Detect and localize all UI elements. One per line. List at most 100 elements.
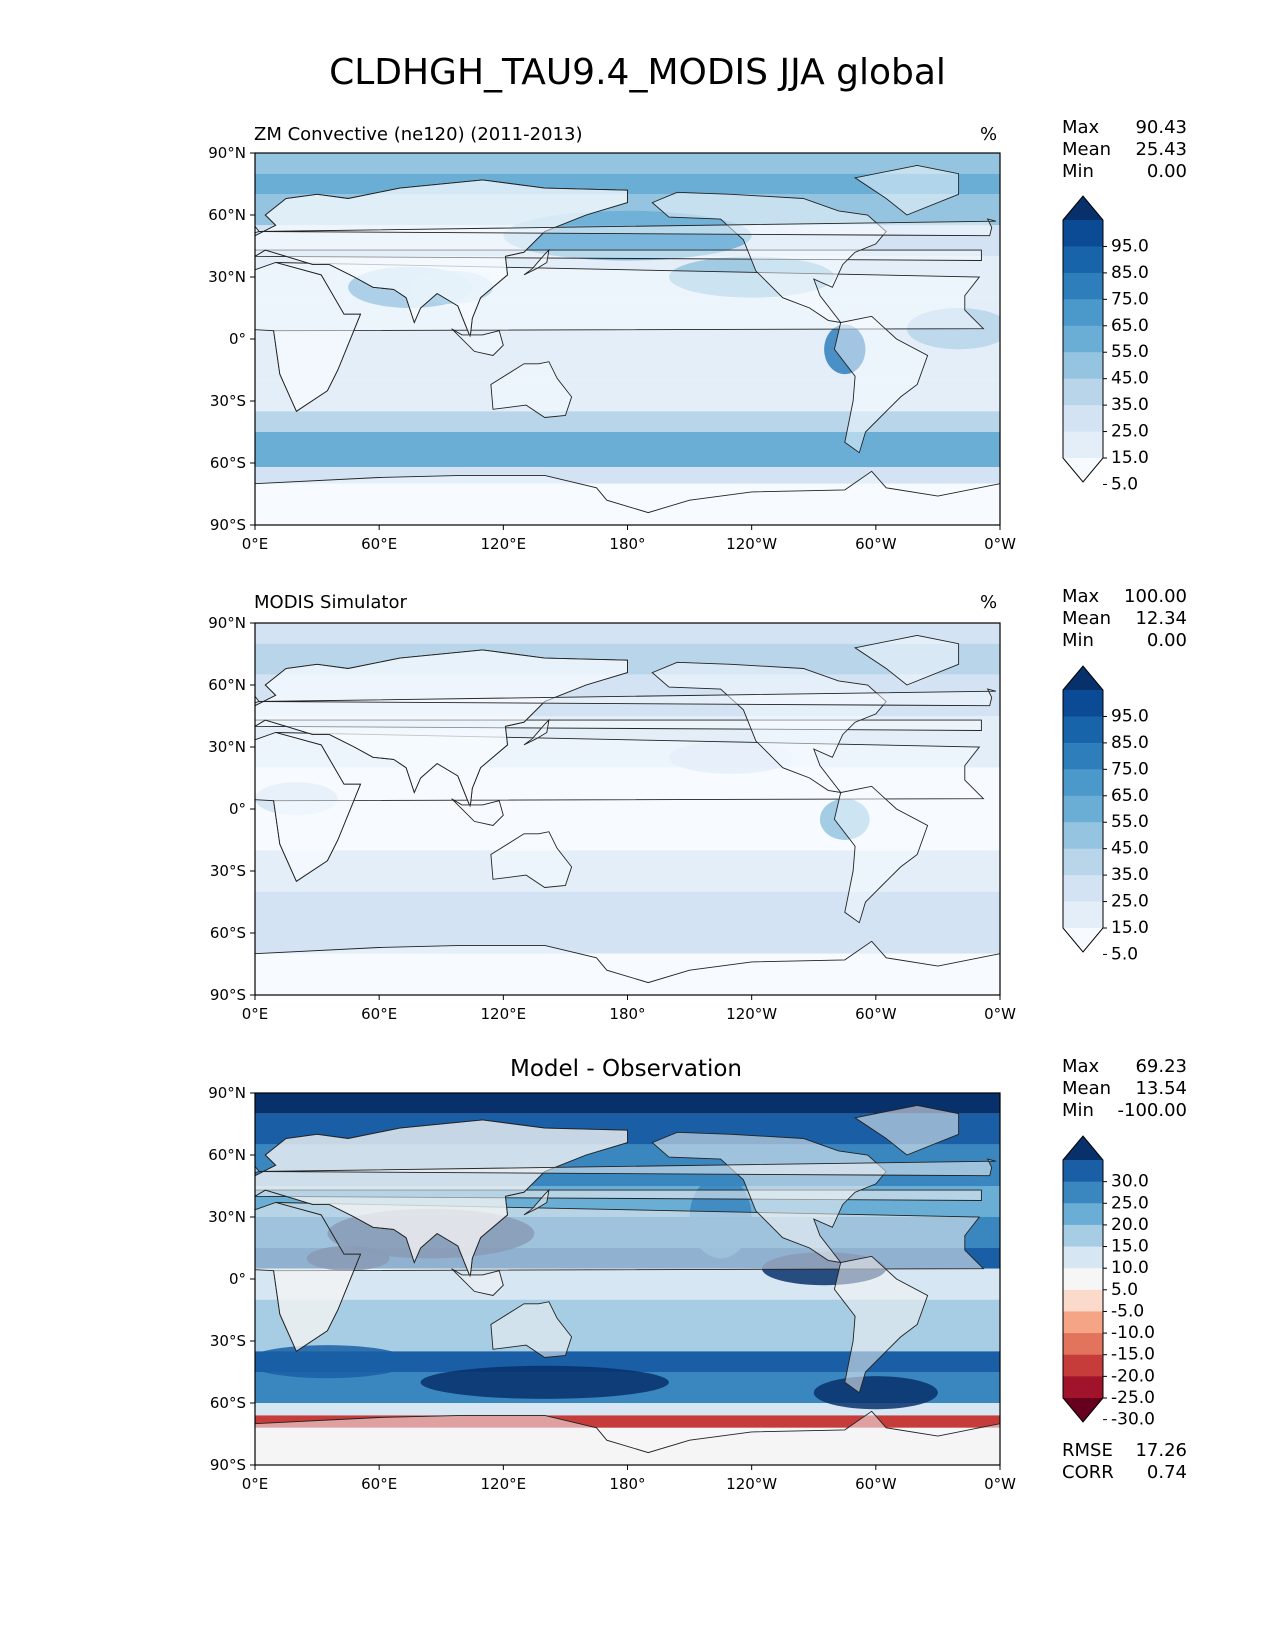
colorbar-segment — [1063, 822, 1103, 850]
coastline-indonesia — [451, 1268, 504, 1296]
colorbar-label: 95.0 — [1111, 706, 1149, 726]
colorbar-label: 55.0 — [1111, 342, 1149, 362]
coastline-south-america — [833, 785, 929, 924]
field-band — [255, 1351, 1000, 1372]
colorbar-label: 20.0 — [1111, 1215, 1149, 1235]
colorbar-label: -15.0 — [1111, 1345, 1155, 1365]
lat-tick-label: 0° — [229, 330, 246, 348]
colorbar-label: 15.0 — [1111, 448, 1149, 468]
coastline-japan — [523, 248, 550, 276]
field-band — [255, 623, 1000, 644]
panel-3-title: Model - Observation — [509, 1056, 743, 1082]
colorbar-label: 75.0 — [1111, 289, 1149, 309]
panel-2-stat-min: Min 0.00 — [1062, 630, 1187, 651]
panel-3-footer-stats: RMSE 17.26 CORR 0.74 — [1062, 1440, 1187, 1484]
panel-2-map: 90°N 60°N 30°N 0° 30°S 60°S 90°S0°E 60°E 120°E 18… — [208, 614, 1016, 1023]
lon-tick-label: 120°E — [481, 1005, 527, 1023]
lat-tick-label: 60°S — [210, 924, 246, 942]
field-patch — [255, 1345, 411, 1379]
panel-2-stat-mean: Mean 12.34 — [1062, 608, 1187, 629]
colorbar-segment — [1063, 742, 1103, 770]
lat-tick-label: 0° — [229, 1270, 246, 1288]
panel-1-stat-mean: Mean 25.43 — [1062, 139, 1187, 160]
colorbar-segment — [1063, 901, 1103, 929]
colorbar-segment — [1063, 1376, 1103, 1399]
lat-tick-label: 90°N — [208, 144, 246, 162]
coastline-antarctica — [255, 470, 1000, 525]
colorbar-label: 75.0 — [1111, 759, 1149, 779]
colorbar-segment — [1063, 1268, 1103, 1291]
coastline-africa — [255, 1202, 362, 1352]
colorbar-label: 65.0 — [1111, 786, 1149, 806]
lat-tick-label: 30°S — [210, 392, 246, 410]
colorbar-label: 15.0 — [1111, 918, 1149, 938]
lon-tick-label: 60°E — [361, 1005, 397, 1023]
colorbar-label: 45.0 — [1111, 369, 1149, 389]
coastline-japan — [523, 718, 550, 746]
panel-1-stat-max: Max 90.43 — [1062, 117, 1187, 138]
colorbar-label: -30.0 — [1111, 1410, 1155, 1430]
colorbar-segment — [1063, 272, 1103, 300]
figure-title: CLDHGH_TAU9.4_MODIS JJA global — [329, 52, 946, 93]
colorbar-extend-max — [1063, 666, 1103, 690]
colorbar-label: 30.0 — [1111, 1172, 1149, 1192]
panel-2-unit: % — [980, 592, 998, 613]
lon-tick-label: 180° — [609, 1475, 645, 1493]
lat-tick-label: 60°S — [210, 454, 246, 472]
coastline-antarctica — [255, 940, 1000, 995]
field-band — [255, 411, 1000, 432]
colorbar-label: 5.0 — [1111, 944, 1138, 960]
colorbar-segment — [1063, 716, 1103, 744]
colorbar-segment — [1063, 352, 1103, 380]
colorbar-label: 55.0 — [1111, 812, 1149, 832]
colorbar-segment — [1063, 1160, 1103, 1183]
colorbar-segment — [1063, 405, 1103, 433]
lon-tick-label: 0°W — [984, 535, 1016, 553]
colorbar-label: 25.0 — [1111, 422, 1149, 442]
lat-tick-label: 60°N — [208, 1146, 246, 1164]
lon-tick-label: 120°E — [481, 1475, 527, 1493]
panel-3-colorbar: 30.025.020.015.010.05.0-5.0-10.0-15.0-20… — [1062, 1135, 1155, 1430]
panel-3-stat-corr: CORR 0.74 — [1062, 1462, 1187, 1483]
lon-tick-label: 0°W — [984, 1475, 1016, 1493]
map-field — [255, 153, 1000, 525]
lon-tick-label: 60°W — [855, 1005, 897, 1023]
panel-1-colorbar: 95.0 85.0 75.0 65.0 55.0 45.0 35.0 25.0 15.0 5.0 — [1062, 195, 1149, 490]
panel-3-stat-min: Min -100.00 — [1062, 1100, 1187, 1121]
coastline-south-america — [833, 315, 929, 454]
lat-tick-label: 60°S — [210, 1394, 246, 1412]
coastline-greenland — [853, 164, 960, 216]
panel-3-stat-rmse: RMSE 17.26 — [1062, 1440, 1187, 1461]
panel-3-map: 90°N 60°N 30°N 0° 30°S 60°S 90°S0°E 60°E 120°E 18… — [208, 1084, 1016, 1493]
colorbar-label: 25.0 — [1111, 892, 1149, 912]
colorbar-label: -10.0 — [1111, 1323, 1155, 1343]
lat-tick-label: 90°S — [210, 986, 246, 1004]
colorbar-label: 95.0 — [1111, 236, 1149, 256]
colorbar-label: 25.0 — [1111, 1193, 1149, 1213]
colorbar-segment — [1063, 220, 1103, 247]
colorbar-segment — [1063, 1311, 1103, 1334]
colorbar-extend-max — [1063, 1136, 1103, 1160]
colorbar-label: 35.0 — [1111, 395, 1149, 415]
colorbar-label: 5.0 — [1111, 1280, 1138, 1300]
coastline-greenland — [853, 1104, 960, 1156]
colorbar-label: 45.0 — [1111, 839, 1149, 859]
panel-1-unit: % — [980, 124, 998, 145]
lon-tick-label: 60°W — [855, 1475, 897, 1493]
colorbar-label: -25.0 — [1111, 1388, 1155, 1408]
lat-tick-label: 30°S — [210, 1332, 246, 1350]
coastline-uk — [255, 695, 260, 704]
colorbar-segment — [1063, 769, 1103, 797]
colorbar-label: 85.0 — [1111, 263, 1149, 283]
colorbar-label: -5.0 — [1111, 1301, 1144, 1321]
colorbar-extend-min — [1063, 928, 1103, 952]
coastline-uk — [255, 225, 260, 234]
panel-1-title: ZM Convective (ne120) (2011-2013) — [254, 124, 583, 145]
coastline-australia — [490, 361, 573, 418]
lon-tick-label: 180° — [609, 535, 645, 553]
colorbar-segment — [1063, 299, 1103, 327]
lon-tick-label: 0°E — [242, 535, 269, 553]
panel-3-stats: Max 69.23 Mean 13.54 Min -100.00 — [1062, 1056, 1187, 1122]
field-patch — [813, 1376, 938, 1410]
